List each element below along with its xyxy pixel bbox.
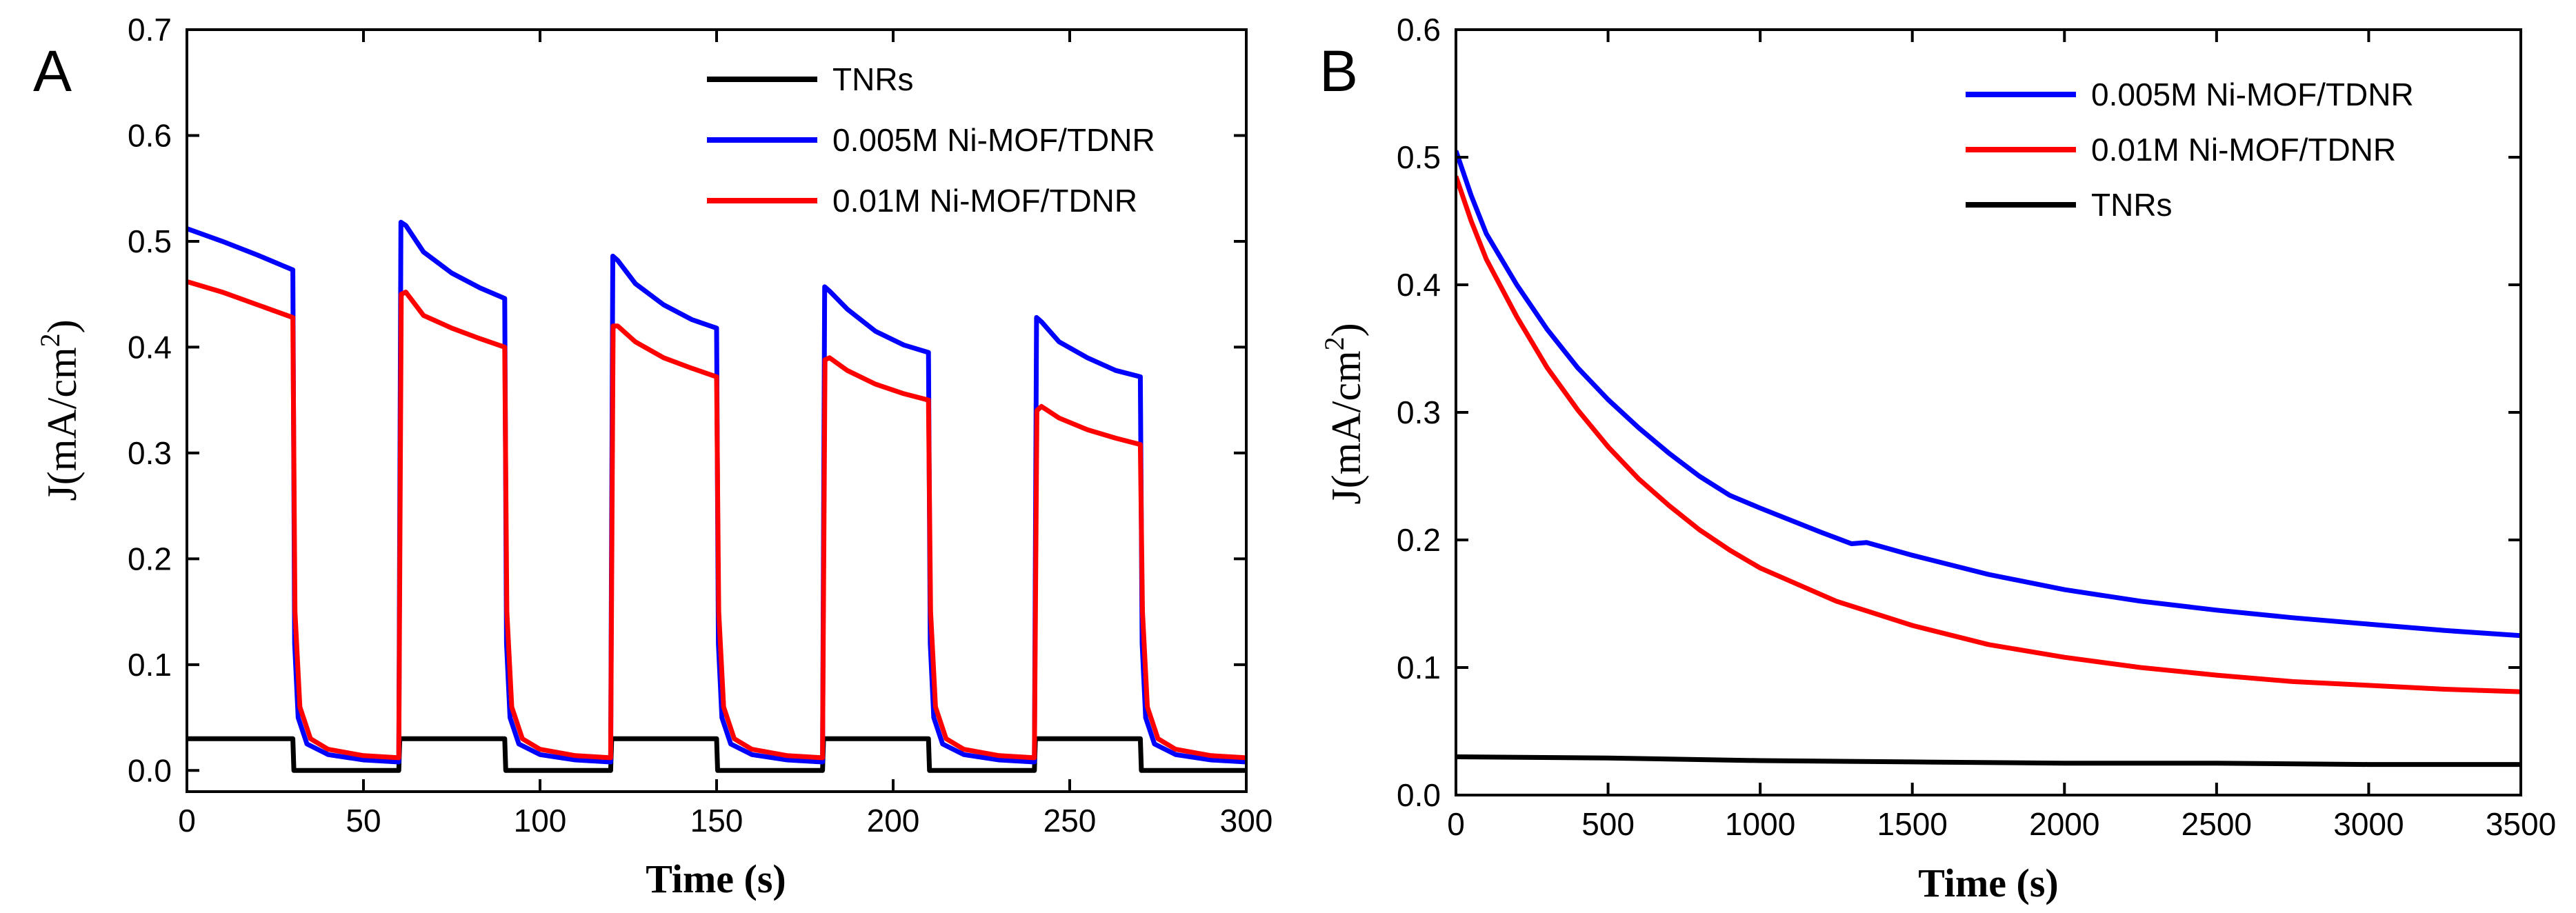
x-tick-label: 100 bbox=[514, 803, 567, 839]
y-axis-title-main: J(mA/cm bbox=[39, 347, 85, 501]
panel-letter: B bbox=[1319, 39, 1358, 103]
panel-letter: A bbox=[33, 39, 72, 103]
x-tick-label: 1500 bbox=[1877, 806, 1948, 842]
y-tick-label: 0.4 bbox=[128, 329, 172, 365]
chart-panel-a: 0 50 100 150 200 250 300 0.0 0.1 0.2 0.3 0.4 0.5 0.6 0… bbox=[33, 12, 1272, 901]
series-group bbox=[187, 219, 1246, 773]
y-axis-title: J(mA/cm2) bbox=[34, 319, 85, 501]
y-tick-label: 0.4 bbox=[1397, 267, 1441, 303]
y-tick-label: 0.5 bbox=[1397, 139, 1441, 175]
y-tick-label: 0.3 bbox=[128, 435, 172, 471]
x-tick-label: 2000 bbox=[2029, 806, 2099, 842]
y-tick-label: 0.6 bbox=[1397, 12, 1441, 48]
y-axis-title-superscript: 2 bbox=[34, 333, 66, 347]
y-axis-title-main: J(mA/cm bbox=[1324, 350, 1369, 504]
series-group bbox=[1456, 150, 2521, 767]
x-axis-title: Time (s) bbox=[1918, 861, 2059, 905]
chart-panel-b: 0 500 1000 1500 2000 2500 3000 3500 0.0 0.1 0.2 0.3… bbox=[1319, 12, 2556, 905]
x-axis-title: Time (s) bbox=[646, 856, 786, 901]
legend-label: TNRs bbox=[832, 61, 914, 97]
y-tick-label: 0.6 bbox=[128, 117, 172, 153]
x-tick-label: 500 bbox=[1581, 806, 1635, 842]
x-tick-label: 300 bbox=[1220, 803, 1273, 839]
x-tick-label: 1000 bbox=[1725, 806, 1795, 842]
legend-label: 0.005M Ni-MOF/TDNR bbox=[832, 122, 1155, 158]
x-tick-label: 3500 bbox=[2486, 806, 2556, 842]
x-tick-label: 200 bbox=[867, 803, 920, 839]
x-tick-label: 150 bbox=[690, 803, 743, 839]
legend: TNRs 0.005M Ni-MOF/TDNR 0.01M Ni-MOF/TDNR bbox=[707, 61, 1155, 219]
series-line-0-01m-ni-mof-tdnr bbox=[1456, 175, 2521, 694]
legend: 0.005M Ni-MOF/TDNR 0.01M Ni-MOF/TDNR TNRs bbox=[1966, 77, 2414, 223]
y-tick-label: 0.3 bbox=[1397, 394, 1441, 430]
y-tick-label: 0.2 bbox=[1397, 522, 1441, 558]
y-tick-label: 0.2 bbox=[128, 541, 172, 576]
legend-label: TNRs bbox=[2091, 187, 2173, 223]
legend-label: 0.01M Ni-MOF/TDNR bbox=[2091, 132, 2396, 168]
y-axis-title-close: ) bbox=[1324, 323, 1369, 337]
y-tick-label: 0.0 bbox=[128, 752, 172, 788]
series-line-0-01m-ni-mof-tdnr bbox=[187, 279, 1246, 761]
legend-label: 0.01M Ni-MOF/TDNR bbox=[832, 183, 1137, 219]
x-tick-label: 2500 bbox=[2181, 806, 2252, 842]
y-tick-label: 0.0 bbox=[1397, 777, 1441, 813]
y-axis-title-close: ) bbox=[39, 319, 85, 333]
legend-label: 0.005M Ni-MOF/TDNR bbox=[2091, 77, 2414, 112]
y-axis-title: J(mA/cm2) bbox=[1319, 323, 1369, 504]
series-line-0-005m-ni-mof-tdnr bbox=[1456, 150, 2521, 639]
y-tick-label: 0.5 bbox=[128, 223, 172, 259]
x-tick-label: 3000 bbox=[2333, 806, 2404, 842]
x-tick-label: 50 bbox=[346, 803, 381, 839]
x-tick-label: 0 bbox=[1447, 806, 1465, 842]
y-tick-label: 0.7 bbox=[128, 12, 172, 48]
x-tick-label: 250 bbox=[1044, 803, 1097, 839]
x-tick-label: 0 bbox=[178, 803, 196, 839]
y-tick-label: 0.1 bbox=[128, 647, 172, 683]
y-tick-label: 0.1 bbox=[1397, 650, 1441, 685]
y-axis-title-superscript: 2 bbox=[1319, 337, 1350, 350]
series-line-tnrs bbox=[1456, 754, 2521, 767]
